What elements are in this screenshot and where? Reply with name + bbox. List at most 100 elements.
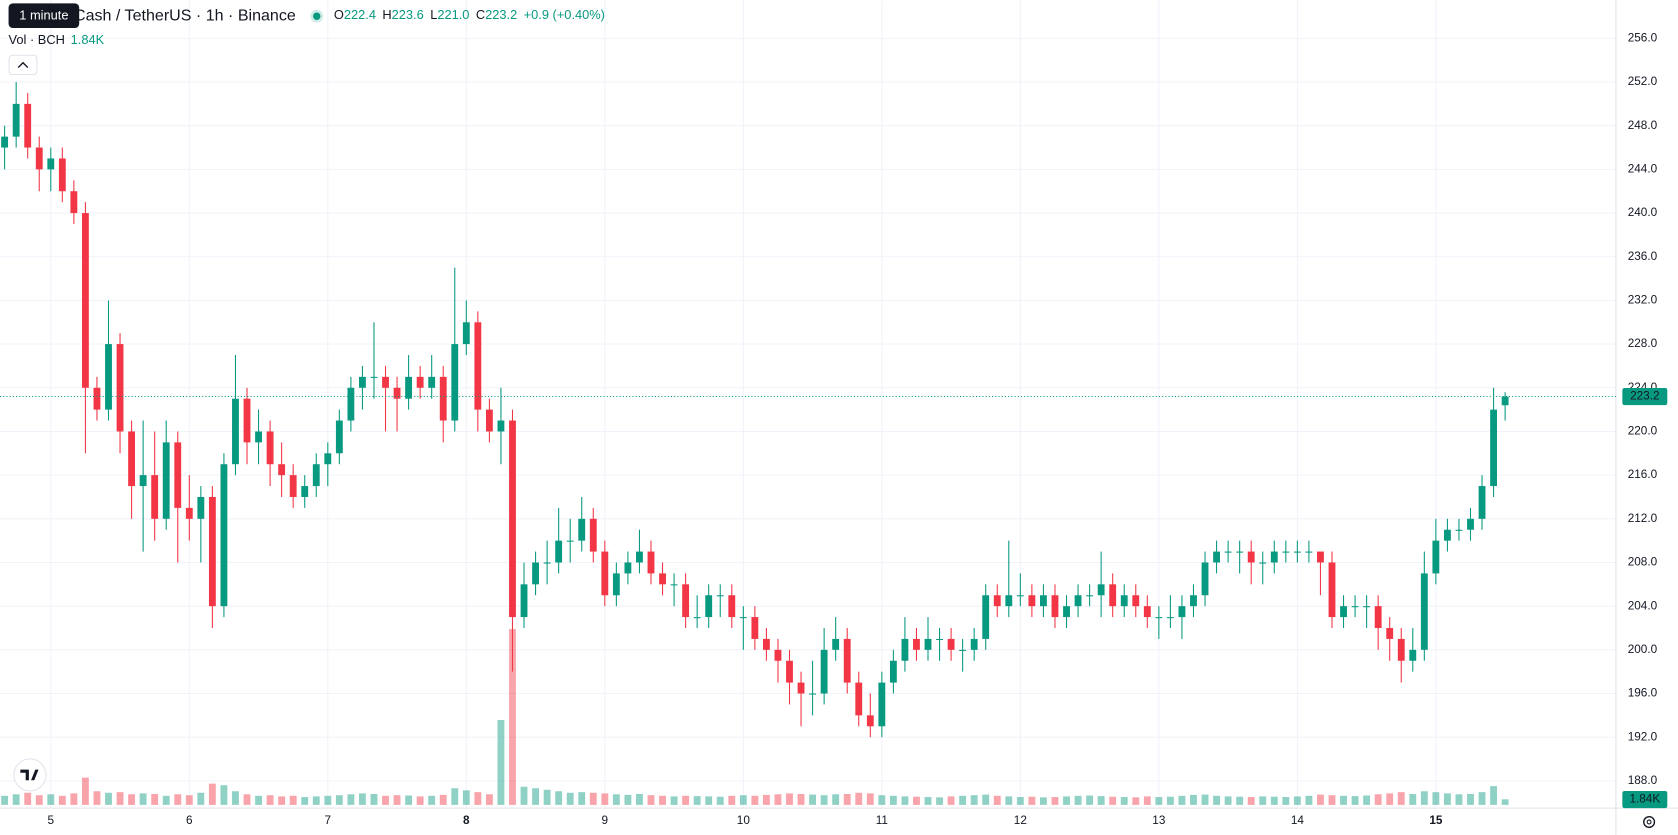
volume-bar	[1259, 796, 1267, 805]
volume-bar	[255, 795, 262, 805]
volume-bar	[1247, 797, 1255, 805]
candle-body	[1155, 617, 1163, 619]
candle-body	[1040, 595, 1047, 607]
volume-bar	[347, 794, 355, 805]
volume-bar	[1132, 797, 1140, 805]
y-tick-label: 220.0	[1628, 425, 1658, 438]
volume-bar	[278, 796, 286, 805]
candle-body	[832, 638, 840, 650]
volume-bar	[682, 795, 690, 805]
volume-bar	[543, 789, 551, 805]
volume-bar	[1293, 796, 1301, 805]
volume-title: Vol · BCH	[9, 32, 65, 47]
candle-body	[47, 158, 55, 170]
candle-body	[1317, 551, 1324, 563]
y-tick-label: 240.0	[1628, 206, 1658, 219]
candle-body	[12, 103, 20, 137]
ohlc-value: 221.0	[437, 8, 469, 23]
candle-body	[1086, 595, 1094, 597]
candle-body	[405, 376, 413, 399]
volume-bar	[739, 795, 747, 805]
candle-body	[1432, 540, 1440, 574]
tooltip-text: 1 minute	[19, 8, 68, 23]
candle-body	[70, 191, 78, 214]
candle-body	[901, 638, 909, 661]
volume-bar	[786, 793, 793, 805]
candle-body	[659, 573, 666, 585]
candle-body	[589, 518, 597, 552]
volume-bar	[820, 795, 828, 805]
candle-body	[855, 682, 863, 716]
volume-bar	[959, 795, 967, 805]
ohlc-key: O	[334, 8, 344, 23]
x-tick-label: 14	[1291, 814, 1305, 827]
y-tick-label: 236.0	[1628, 250, 1658, 263]
volume-bar	[1455, 794, 1463, 805]
candle-body	[786, 660, 793, 683]
candle-body	[255, 431, 262, 443]
volume-bar	[866, 793, 874, 805]
candle-body	[693, 617, 701, 619]
volume-bar	[35, 795, 43, 805]
volume-bar	[1443, 793, 1451, 805]
settings-button[interactable]	[1643, 815, 1656, 829]
candle-body	[1016, 595, 1024, 597]
ohlc-key: C	[476, 8, 485, 23]
candle-body	[1340, 606, 1347, 618]
symbol-title[interactable]: Bitcoin Cash / TetherUS · 1h · Binance	[21, 6, 295, 24]
volume-bar	[70, 793, 78, 805]
candle-body	[705, 595, 713, 618]
y-tick-label: 244.0	[1628, 162, 1658, 175]
candle-body	[1201, 562, 1209, 596]
volume-bar	[970, 795, 978, 805]
settings-icon	[1646, 819, 1652, 825]
volume-bar	[1420, 791, 1428, 805]
volume-bar	[301, 797, 309, 805]
candle-body	[208, 496, 216, 607]
volume-bar	[520, 786, 528, 805]
logo[interactable]	[13, 758, 47, 792]
candle-body	[312, 464, 320, 487]
volume-bar	[589, 792, 597, 805]
candle-body	[1363, 606, 1371, 608]
candle-body	[162, 442, 170, 519]
volume-bar	[1051, 797, 1059, 805]
volume-bar	[1224, 796, 1232, 805]
volume-value: 1.84K	[71, 32, 105, 47]
volume-bar	[751, 795, 759, 805]
volume-bar	[24, 792, 32, 805]
volume-bar	[428, 795, 436, 805]
candle-body	[843, 638, 851, 683]
volume-bar	[1432, 792, 1440, 805]
candle-body	[1374, 606, 1382, 629]
candle-body	[1455, 529, 1463, 531]
candle-body	[497, 420, 505, 432]
collapse-icon	[17, 61, 29, 69]
candle-body	[301, 486, 309, 497]
volume-bar	[1086, 795, 1094, 805]
candle-body	[439, 376, 447, 421]
ohlc-value: 222.4	[344, 8, 376, 23]
volume-bar	[1005, 796, 1013, 805]
candle-body	[739, 617, 747, 619]
candle-body	[924, 638, 932, 650]
volume-bar	[716, 796, 724, 805]
volume-bar	[58, 795, 66, 805]
candle-body	[1224, 551, 1232, 553]
candle-body	[970, 638, 978, 650]
ohlc-key: L	[430, 8, 437, 23]
candle-body	[1386, 628, 1394, 639]
volume-bar	[797, 793, 805, 805]
candle-body	[555, 540, 563, 563]
volume-bar	[232, 791, 239, 805]
volume-bar	[878, 795, 886, 805]
volume-bar	[335, 795, 343, 805]
collapse-button[interactable]	[8, 54, 38, 76]
volume-bar	[405, 795, 413, 805]
volume-bar	[924, 797, 932, 805]
volume-bar	[393, 795, 401, 805]
volume-bar	[532, 788, 539, 805]
volume-bar	[359, 793, 366, 805]
